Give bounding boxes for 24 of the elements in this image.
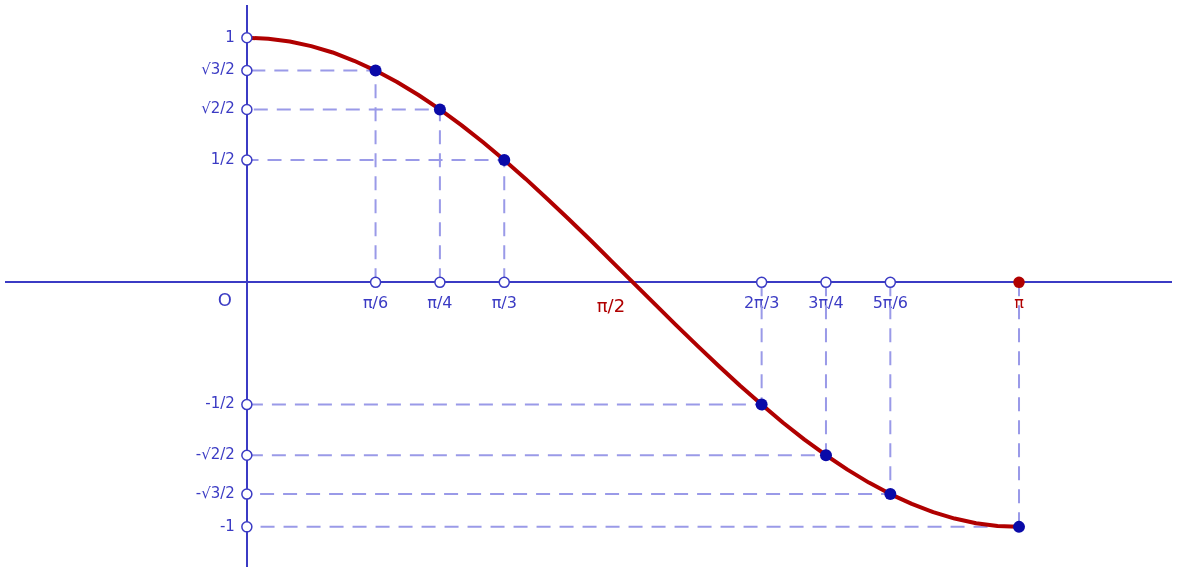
y-tick-label: √3/2	[201, 60, 235, 79]
point	[369, 64, 382, 77]
point	[884, 488, 897, 501]
y-tick-label: -1/2	[205, 394, 235, 413]
y-tick-label: 1/2	[210, 149, 235, 168]
annotation: π/2	[596, 295, 626, 316]
y-tick-label: -√3/2	[195, 484, 235, 502]
point	[819, 449, 832, 462]
y-tick-label: √2/2	[201, 99, 235, 118]
x-tick-label: 2π/3	[743, 293, 780, 313]
y-tick-label: 1	[225, 27, 235, 46]
point	[433, 103, 446, 116]
y-tick-label: -1	[219, 516, 235, 535]
point	[755, 398, 768, 411]
x-tick-label: π/4	[427, 293, 453, 313]
x-tick-label: π/6	[362, 293, 389, 313]
x-tick-label: 5π/6	[872, 293, 909, 313]
x-tick-label: π	[1014, 293, 1025, 313]
x-tick-label: π/3	[491, 293, 517, 313]
point	[1013, 520, 1026, 533]
x-tick-label: 3π/4	[808, 293, 844, 313]
point	[498, 154, 511, 167]
annotation: O	[217, 289, 232, 310]
y-tick-label: -√2/2	[195, 445, 235, 464]
